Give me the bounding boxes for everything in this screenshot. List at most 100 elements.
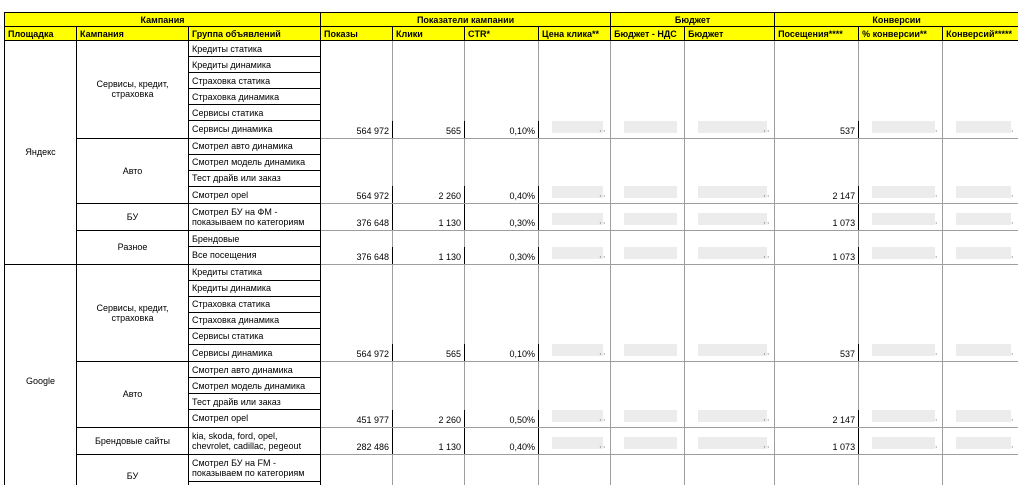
platform-cell[interactable]: Яндекс [4,40,77,265]
conversion-rate-cell[interactable] [858,296,944,312]
cpc-cell[interactable] [538,280,612,296]
impressions-cell[interactable]: 451 977 [320,409,394,428]
clicks-cell[interactable] [392,361,466,378]
col-header-impressions[interactable]: Показы [320,26,394,41]
ad-group-cell[interactable]: Смотрел авто динамика [187,137,322,155]
cpc-cell[interactable]: , , [538,186,612,204]
clicks-cell[interactable] [392,56,466,73]
budget-cell[interactable]: , , [684,186,776,204]
ad-group-cell[interactable]: Тест драйв или заказ [187,169,322,187]
impressions-cell[interactable] [320,280,394,296]
impressions-cell[interactable] [320,230,394,247]
budget-net-cell[interactable] [610,454,686,481]
budget-net-cell[interactable] [610,481,686,485]
conversion-rate-cell[interactable] [858,154,944,170]
clicks-cell[interactable] [392,264,466,280]
clicks-cell[interactable] [392,170,466,186]
ctr-cell[interactable] [464,393,540,410]
conversion-rate-cell[interactable] [858,481,944,485]
conversions-cell[interactable]: , [942,409,1018,428]
ad-group-cell[interactable]: Брендовые [187,230,322,247]
budget-net-cell[interactable] [610,280,686,296]
visits-cell[interactable] [774,40,860,57]
visits-cell[interactable]: 2 147 [774,186,860,204]
conversions-cell[interactable] [942,280,1018,296]
budget-cell[interactable]: , , [684,427,776,455]
conversions-cell[interactable]: , [942,427,1018,455]
budget-net-cell[interactable] [610,88,686,105]
budget-cell[interactable] [684,138,776,154]
clicks-cell[interactable] [392,88,466,105]
budget-cell[interactable] [684,280,776,296]
ad-group-cell[interactable]: Страховка статика [187,72,322,89]
conversions-cell[interactable] [942,393,1018,410]
conversion-rate-cell[interactable]: , [858,186,944,204]
budget-net-cell[interactable] [610,56,686,73]
conversion-rate-cell[interactable] [858,104,944,121]
impressions-cell[interactable] [320,40,394,57]
ad-group-cell[interactable]: Смотрел БУ на FM - показываем по категор… [187,453,322,482]
conversions-cell[interactable]: , [942,120,1018,139]
conversion-rate-cell[interactable] [858,377,944,394]
clicks-cell[interactable] [392,280,466,296]
cpc-cell[interactable] [538,481,612,485]
ad-group-cell[interactable]: Тест драйв или заказ [187,393,322,410]
cpc-cell[interactable]: , , [538,120,612,139]
budget-net-cell[interactable] [610,170,686,186]
cpc-cell[interactable]: , , [538,409,612,428]
visits-cell[interactable] [774,296,860,312]
impressions-cell[interactable] [320,312,394,328]
ad-group-cell[interactable]: Кредиты динамика [187,56,322,73]
clicks-cell[interactable]: 565 [392,344,466,362]
visits-cell[interactable] [774,104,860,121]
budget-cell[interactable] [684,56,776,73]
conversion-rate-cell[interactable]: , [858,246,944,265]
impressions-cell[interactable] [320,104,394,121]
ad-group-cell[interactable]: Сервисы динамика [187,343,322,362]
group-header-campaign[interactable]: Кампания [4,12,322,27]
cpc-cell[interactable] [538,104,612,121]
campaign-cell[interactable]: БУ [76,203,189,231]
ad-group-cell[interactable]: Смотрел opel [187,185,322,204]
ctr-cell[interactable]: 0,50% [464,409,540,428]
col-header-budget[interactable]: Бюджет [684,26,776,41]
ctr-cell[interactable] [464,481,540,485]
clicks-cell[interactable] [392,454,466,481]
impressions-cell[interactable] [320,56,394,73]
budget-cell[interactable] [684,296,776,312]
clicks-cell[interactable]: 1 130 [392,427,466,455]
clicks-cell[interactable] [392,154,466,170]
budget-net-cell[interactable] [610,138,686,154]
budget-net-cell[interactable] [610,361,686,378]
ctr-cell[interactable] [464,138,540,154]
cpc-cell[interactable] [538,88,612,105]
budget-cell[interactable] [684,72,776,89]
group-header-budget[interactable]: Бюджет [610,12,776,27]
conversion-rate-cell[interactable] [858,312,944,328]
conversions-cell[interactable] [942,481,1018,485]
budget-cell[interactable] [684,361,776,378]
ad-group-cell[interactable]: Кредиты динамика [187,279,322,297]
visits-cell[interactable] [774,312,860,328]
col-header-conversions[interactable]: Конверсий***** [942,26,1018,41]
conversions-cell[interactable] [942,104,1018,121]
ad-group-cell[interactable]: Кредиты статика [187,263,322,281]
budget-net-cell[interactable] [610,296,686,312]
conversions-cell[interactable] [942,154,1018,170]
campaign-cell[interactable]: Брендовые сайты [76,426,189,455]
budget-net-cell[interactable] [610,120,686,139]
budget-cell[interactable] [684,328,776,344]
impressions-cell[interactable]: 564 972 [320,344,394,362]
impressions-cell[interactable] [320,264,394,280]
clicks-cell[interactable]: 1 130 [392,203,466,231]
cpc-cell[interactable] [538,72,612,89]
ctr-cell[interactable] [464,72,540,89]
conversion-rate-cell[interactable] [858,454,944,481]
group-header-conversions[interactable]: Конверсии [774,12,1018,27]
col-header-visits[interactable]: Посещения**** [774,26,860,41]
clicks-cell[interactable] [392,40,466,57]
ad-group-cell[interactable]: Страховка динамика [187,88,322,105]
conversion-rate-cell[interactable] [858,361,944,378]
budget-net-cell[interactable] [610,203,686,231]
cpc-cell[interactable] [538,328,612,344]
